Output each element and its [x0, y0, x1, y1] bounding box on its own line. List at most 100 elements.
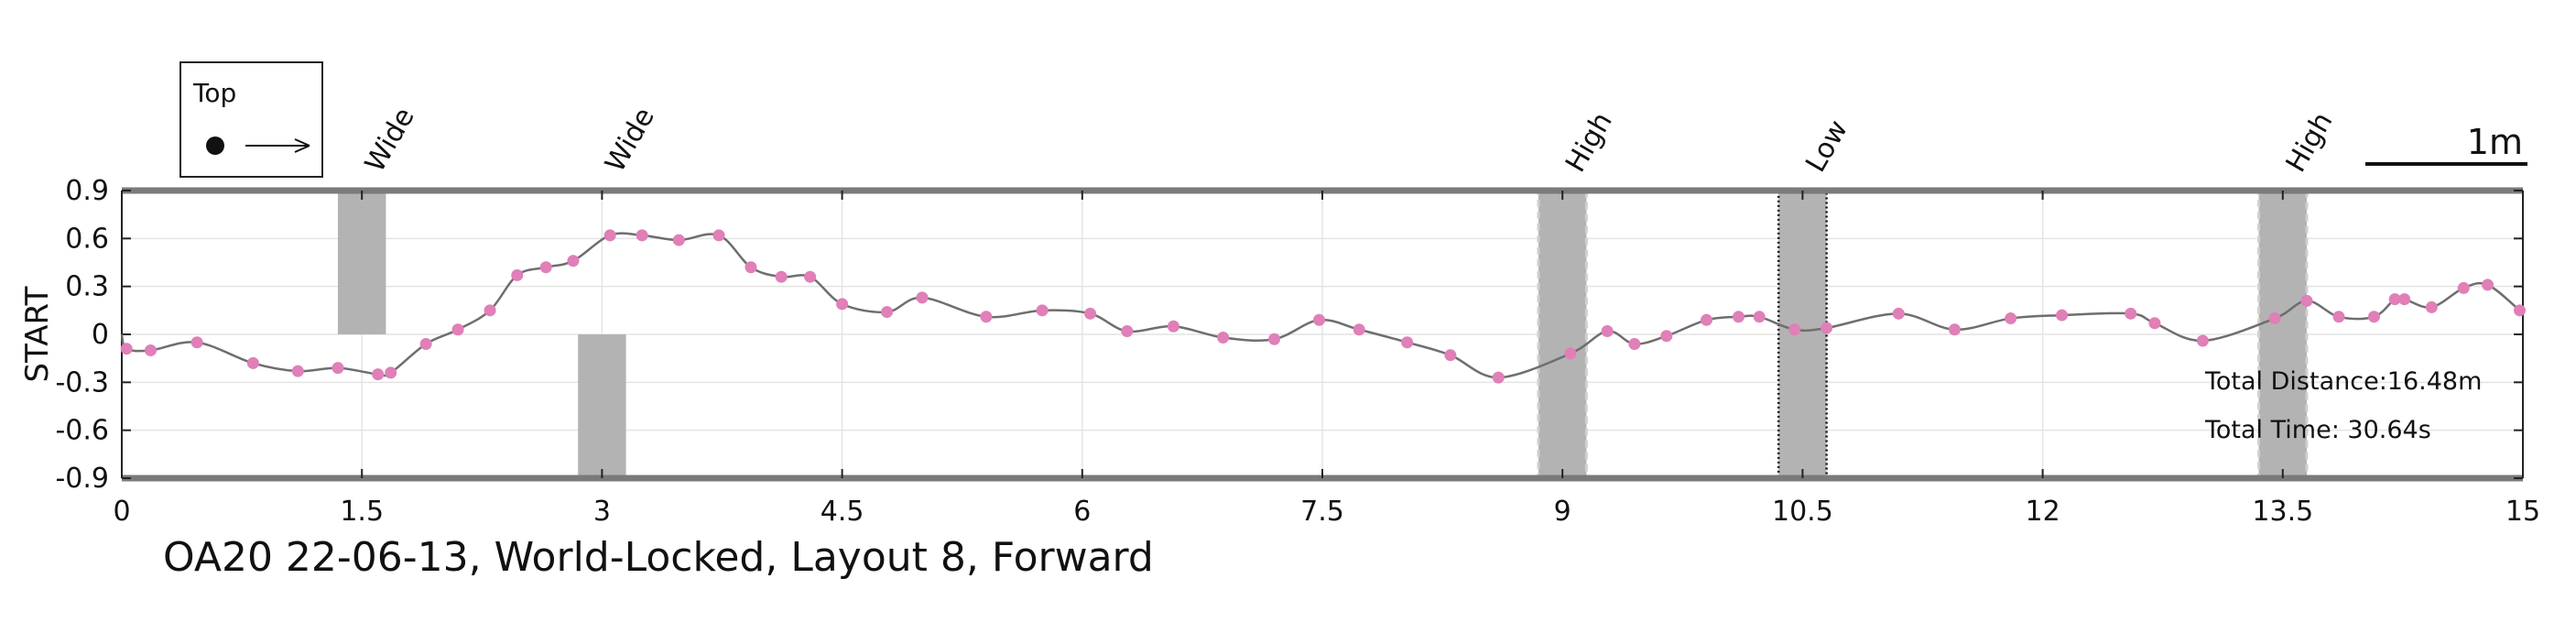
trajectory-point — [1701, 313, 1713, 326]
trajectory-point — [1821, 322, 1833, 334]
trajectory-point — [1313, 313, 1326, 326]
trajectory-point — [1788, 323, 1801, 336]
x-tick-label: 15 — [2505, 496, 2540, 528]
trajectory-point — [2148, 317, 2161, 330]
trajectory-point — [567, 255, 580, 267]
x-tick-label: 10.5 — [1772, 496, 1833, 528]
y-tick-label: 0.9 — [65, 175, 109, 207]
x-tick-label: 4.5 — [821, 496, 864, 528]
trajectory-point — [451, 323, 464, 336]
x-tick-label: 1.5 — [340, 496, 384, 528]
trajectory — [120, 229, 2527, 384]
legend-box: Top — [179, 61, 323, 178]
trajectory-point — [603, 229, 616, 242]
trajectory-point — [385, 366, 397, 379]
trajectory-point — [120, 343, 133, 355]
trajectory-point — [1036, 304, 1049, 317]
trajectory-point — [2332, 311, 2345, 323]
y-tick-label: 0 — [92, 319, 109, 351]
obstacle-wide-0 — [337, 191, 386, 334]
x-tick-label: 13.5 — [2252, 496, 2313, 528]
trajectory-point — [2125, 307, 2137, 320]
legend-title: Top — [192, 78, 236, 108]
trajectory-point — [2367, 311, 2380, 323]
trajectory-point — [804, 270, 817, 283]
trajectory-point — [1444, 349, 1457, 362]
x-tick-label: 12 — [2026, 496, 2060, 528]
trajectory-point — [246, 356, 259, 369]
scale-bar: 1m — [2365, 122, 2527, 166]
trajectory-point — [2268, 312, 2281, 325]
trajectory-point — [672, 234, 685, 246]
trajectory-point — [2005, 312, 2017, 325]
trajectory-point — [539, 261, 552, 274]
x-tick-labels: 0 1.5 3 4.5 6 7.5 9 10.5 12 13.5 15 — [113, 496, 2540, 528]
trajectory-point — [2056, 309, 2069, 322]
trajectory-point — [1892, 307, 1905, 320]
trajectory-point — [1601, 325, 1614, 338]
trajectory-point — [511, 268, 524, 281]
trajectory-point — [2388, 293, 2401, 306]
trajectory-point — [190, 336, 203, 349]
y-tick-label: 0.3 — [65, 271, 109, 303]
obstacle-wide-1 — [578, 334, 626, 478]
scale-bar-label: 1m — [2467, 122, 2523, 162]
y-tick-labels: 0.9 0.6 0.3 0 -0.3 -0.6 -0.9 — [55, 175, 109, 495]
trajectory-point — [2398, 293, 2411, 306]
trajectory-point — [1084, 307, 1097, 320]
obstacles: Wide Wide High Low High — [337, 103, 2340, 480]
arrow-head-icon — [294, 138, 310, 153]
trajectory-point — [636, 229, 648, 242]
trajectory-line — [120, 232, 2521, 379]
obstacle-label: High — [2280, 107, 2340, 178]
obstacle-high-2 — [1537, 189, 1588, 480]
trajectory-point — [2514, 304, 2527, 317]
trajectory-point — [1564, 347, 1577, 360]
trajectory-point — [1401, 336, 1414, 349]
trajectory-point — [1268, 333, 1281, 345]
trajectory-point — [332, 362, 344, 375]
trajectory-point — [1948, 323, 1961, 336]
y-tick-label: 0.6 — [65, 223, 109, 255]
x-tick-label: 7.5 — [1300, 496, 1344, 528]
obstacle-label: High — [1560, 107, 1619, 178]
x-tick-label: 6 — [1073, 496, 1091, 528]
trajectory-point — [2425, 300, 2438, 313]
trajectory-point — [372, 368, 385, 381]
y-axis-label: START — [19, 286, 56, 382]
obstacle-low-3 — [1777, 189, 1828, 480]
y-tick-label: -0.3 — [55, 366, 109, 398]
obstacle-label: Low — [1799, 115, 1854, 178]
trajectory-point — [1628, 337, 1641, 350]
trajectory-point — [419, 337, 432, 350]
chart-caption: OA20 22-06-13, World-Locked, Layout 8, F… — [163, 534, 1154, 581]
obstacle-label: Wide — [359, 103, 421, 178]
trajectory-point — [2196, 334, 2209, 347]
trajectory-point — [2482, 278, 2494, 291]
y-tick-label: -0.9 — [55, 463, 109, 495]
x-tick-label: 0 — [113, 496, 130, 528]
x-tick-label: 9 — [1554, 496, 1571, 528]
total-time: Total Time: 30.64s — [2204, 416, 2431, 444]
trajectory-point — [1660, 330, 1673, 343]
trajectory-point — [916, 291, 929, 304]
trajectory-point — [484, 304, 496, 317]
trajectory-point — [144, 344, 157, 356]
trajectory-point — [1753, 311, 1766, 323]
trajectory-point — [836, 298, 849, 311]
trajectory-point — [881, 306, 894, 319]
trajectory-point — [2300, 294, 2313, 307]
grid — [121, 190, 2524, 479]
trajectory-point — [1217, 331, 1230, 344]
trajectory-point — [291, 365, 304, 377]
trajectory-point — [1121, 325, 1134, 338]
trajectory-point — [775, 270, 788, 283]
trajectory-point — [1492, 371, 1505, 384]
obstacle-label: Wide — [599, 103, 661, 178]
trajectory-point — [745, 261, 757, 274]
trajectory-point — [1353, 323, 1365, 336]
start-marker-icon — [206, 136, 224, 155]
y-tick-label: -0.6 — [55, 415, 109, 447]
total-distance: Total Distance:16.48m — [2204, 367, 2482, 396]
